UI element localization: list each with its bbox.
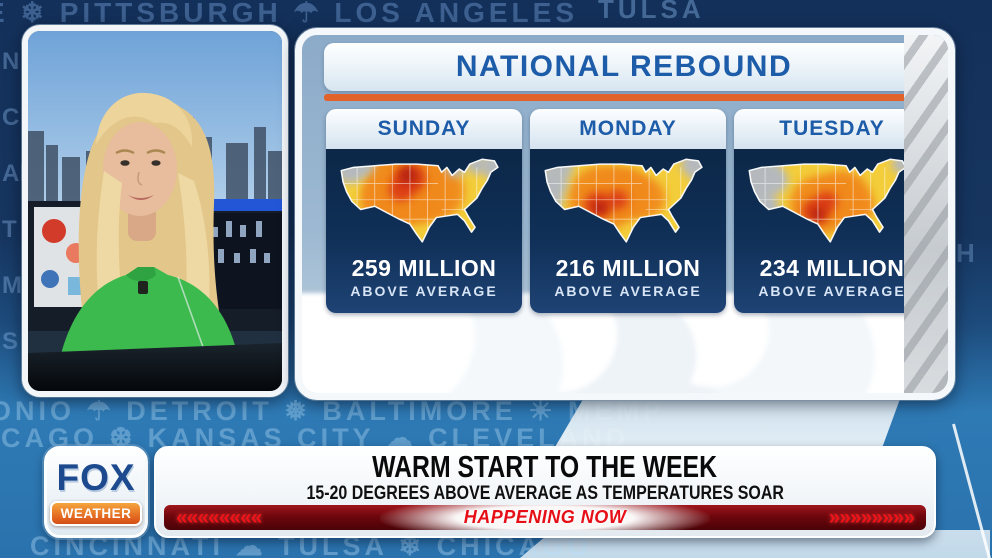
- presenter-video-panel: [22, 25, 288, 397]
- bg-cities-left-fragments: N C AL T M S: [2, 48, 34, 355]
- headline: WARM START TO THE WEEK: [372, 449, 718, 484]
- day-label: TUESDAY: [734, 109, 930, 149]
- bg-cities-right-fragment: H: [956, 238, 975, 268]
- logo-fox-text: FOX: [56, 456, 136, 498]
- chevrons-right-icon: »»»»»»»»: [828, 505, 915, 529]
- ticker-glow: [380, 505, 710, 530]
- day-label: MONDAY: [530, 109, 726, 149]
- studio-desk: [28, 343, 282, 391]
- population-caption: ABOVE AVERAGE: [554, 283, 702, 299]
- bg-cities-top-right-fragment: TULSA: [598, 0, 705, 24]
- bg-cities-mid-line1: ONIO ☂ DETROIT ❅ BALTIMORE ☀ MEMP: [0, 396, 666, 426]
- ticker-label: HAPPENING NOW: [463, 507, 627, 527]
- day-columns: SUNDAY 259 MILLION ABOVE AVERAGE MONDAY: [326, 109, 930, 313]
- logo-weather-text: WEATHER: [50, 500, 142, 526]
- silver-frame-band: [904, 35, 948, 393]
- population-value: 259 MILLION: [351, 255, 497, 281]
- weather-graphic-panel: NATIONAL REBOUND SUNDAY 259 MILLION ABOV…: [295, 28, 955, 400]
- day-card-monday: MONDAY 216 MILLION ABOVE AVERAGE: [530, 109, 726, 313]
- us-heat-map-monday-icon: [540, 156, 716, 250]
- graphic-title: NATIONAL REBOUND: [324, 43, 924, 91]
- chevrons-left-icon: ««««««««: [176, 505, 262, 529]
- population-caption: ABOVE AVERAGE: [350, 283, 498, 299]
- bg-cities-top: E ❄ PITTSBURGH ☂ LOS ANGELES: [0, 0, 579, 28]
- presenter-illustration: [28, 31, 282, 391]
- happening-now-bar: «««««««« HAPPENING NOW »»»»»»»»: [164, 505, 926, 530]
- lower-third-banner: WARM START TO THE WEEK 15-20 DEGREES ABO…: [154, 446, 936, 538]
- day-card-tuesday: TUESDAY 234 MILLION ABOVE AVERAGE: [734, 109, 930, 313]
- us-heat-map-tuesday-icon: [744, 156, 920, 250]
- day-card-sunday: SUNDAY 259 MILLION ABOVE AVERAGE: [326, 109, 522, 313]
- population-value: 216 MILLION: [555, 255, 701, 281]
- population-caption: ABOVE AVERAGE: [758, 283, 906, 299]
- light-streak: [555, 399, 900, 447]
- us-heat-map-sunday-icon: [336, 156, 512, 250]
- presenter: [56, 92, 242, 381]
- day-label: SUNDAY: [326, 109, 522, 149]
- subheadline: 15-20 DEGREES ABOVE AVERAGE AS TEMPERATU…: [306, 482, 784, 504]
- population-value: 234 MILLION: [759, 255, 905, 281]
- fox-weather-logo: FOX WEATHER: [44, 446, 148, 538]
- title-accent-bar: [324, 94, 924, 101]
